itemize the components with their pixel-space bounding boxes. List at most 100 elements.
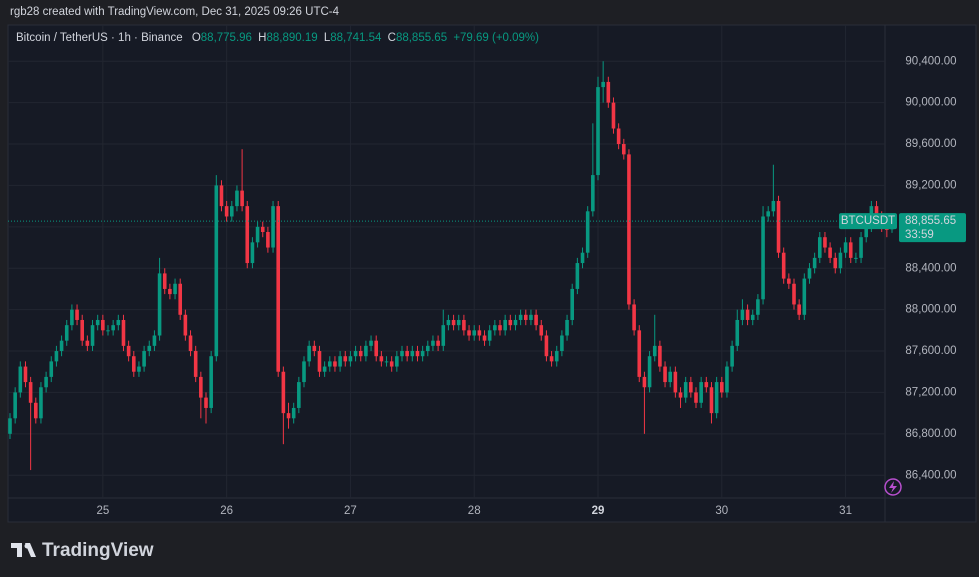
- candle-body: [725, 366, 729, 393]
- candle-body: [54, 351, 59, 362]
- candle-body: [410, 351, 415, 357]
- candle-body: [776, 200, 781, 253]
- candle-body: [591, 175, 595, 212]
- candle-body: [229, 206, 234, 217]
- candle-body: [245, 206, 250, 264]
- candle-body: [276, 206, 281, 372]
- candle-body: [730, 345, 734, 367]
- symbol-tag: BTCUSDT: [841, 215, 895, 227]
- x-tick-label: 27: [344, 505, 357, 517]
- candle-body: [317, 351, 322, 372]
- candle-body: [673, 371, 678, 393]
- candle-body: [33, 402, 38, 419]
- alert-icon[interactable]: [884, 478, 902, 496]
- candle-body: [327, 361, 332, 367]
- candle-body: [735, 319, 740, 346]
- x-tick-label: 25: [96, 505, 109, 517]
- candle-body: [678, 392, 683, 398]
- y-tick-label: 89,200.00: [905, 179, 956, 191]
- candle-body: [740, 309, 745, 320]
- candle-body: [364, 345, 368, 357]
- candle-body: [859, 237, 863, 258]
- brand-name: TradingView: [42, 540, 154, 561]
- candle-body: [240, 190, 244, 207]
- candle-body: [503, 319, 507, 331]
- close-label: C: [388, 32, 396, 44]
- candle-body: [689, 382, 693, 393]
- y-tick-label: 86,400.00: [905, 469, 956, 481]
- candle-body: [209, 356, 213, 408]
- candle-body: [487, 330, 492, 341]
- candle-body: [49, 361, 54, 377]
- x-tick-label: 29: [592, 505, 605, 517]
- candle-body: [348, 356, 353, 362]
- candle-body: [709, 387, 714, 414]
- candle-body: [714, 382, 719, 414]
- candle-body: [756, 299, 760, 315]
- candle-body: [178, 283, 183, 315]
- candle-body: [498, 325, 502, 331]
- candle-body: [864, 226, 869, 238]
- price-tag: 88,855.65: [905, 215, 956, 227]
- candle-body: [126, 345, 131, 357]
- candle-body: [286, 413, 291, 419]
- candle-body: [400, 351, 404, 357]
- candle-body: [606, 81, 611, 103]
- candle-body: [431, 340, 435, 346]
- low-label: L: [324, 32, 331, 44]
- candle-body: [771, 200, 776, 212]
- candle-body: [761, 216, 765, 300]
- candle-body: [214, 185, 219, 357]
- candle-body: [683, 382, 688, 398]
- symbol: Bitcoin / TetherUS · 1h · Binance: [16, 32, 183, 44]
- candle-body: [173, 283, 177, 295]
- x-tick-label: 26: [220, 505, 233, 517]
- candle-body: [534, 314, 538, 326]
- candle-body: [188, 335, 193, 352]
- candle-body: [106, 330, 110, 332]
- y-tick-label: 90,400.00: [905, 55, 956, 67]
- legend-header: Bitcoin / TetherUS · 1h · Binance O88,77…: [16, 32, 539, 44]
- candle-body: [482, 335, 487, 341]
- y-tick-label: 90,000.00: [905, 97, 956, 109]
- x-tick-label: 30: [715, 505, 728, 517]
- candle-body: [379, 356, 384, 362]
- candle-body: [467, 330, 471, 336]
- candle-body: [28, 382, 33, 403]
- candle-body: [493, 325, 497, 331]
- candle-body: [704, 382, 709, 388]
- candle-body: [823, 237, 827, 248]
- candle-body: [529, 314, 533, 320]
- candle-body: [652, 345, 657, 357]
- candle-body: [297, 382, 301, 408]
- candle-body: [338, 356, 342, 367]
- candle-body: [642, 376, 647, 388]
- alert-circle: [884, 478, 902, 496]
- candle-body: [260, 226, 265, 233]
- candle-body: [70, 309, 74, 326]
- candle-body: [508, 319, 513, 326]
- candle-body: [833, 257, 838, 269]
- candle-body: [570, 288, 575, 320]
- candle-body: [64, 325, 69, 341]
- candle-body: [554, 351, 559, 362]
- candle-body: [425, 345, 430, 352]
- candle-body: [157, 273, 162, 336]
- y-tick-label: 86,800.00: [905, 428, 956, 440]
- candle-body: [647, 356, 652, 388]
- open-value: 88,775.96: [201, 32, 252, 44]
- candle-body: [353, 351, 358, 357]
- candle-body: [291, 407, 296, 419]
- candle-body: [8, 418, 12, 434]
- brand-mark: [11, 543, 36, 557]
- symbol-tag-bg: [839, 213, 897, 230]
- candle-body: [199, 376, 203, 398]
- candle-body: [838, 252, 843, 269]
- candle-body: [131, 356, 136, 372]
- candle-body: [193, 351, 198, 377]
- y-tick-label: 89,600.00: [905, 138, 956, 150]
- candle-body: [343, 356, 348, 362]
- candle-body: [162, 273, 167, 289]
- brand-dot: [24, 543, 30, 549]
- candle-body: [395, 356, 399, 367]
